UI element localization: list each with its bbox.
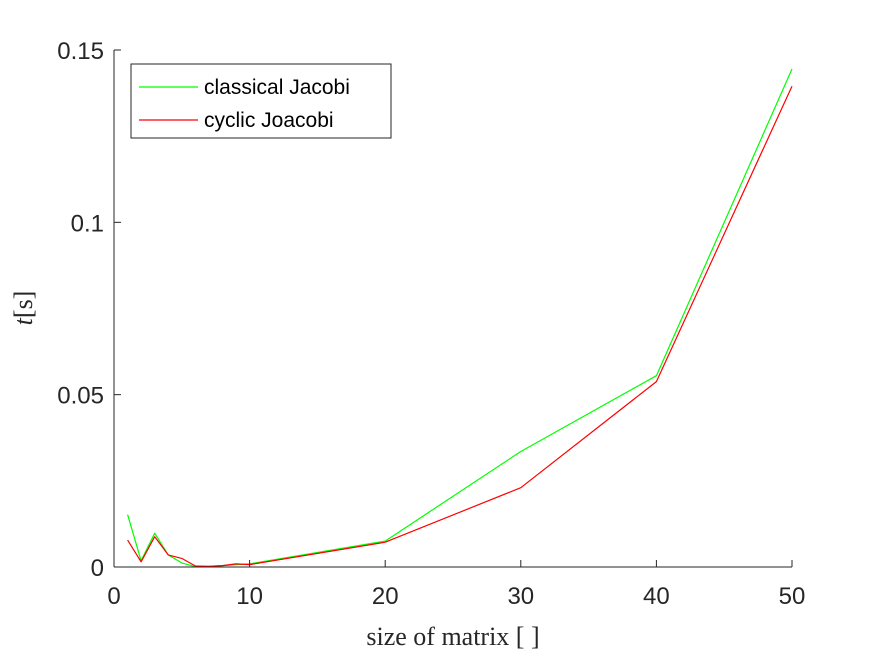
- series-layer: [127, 68, 793, 568]
- x-tick-label: 50: [779, 583, 806, 610]
- legend: classical Jacobi cyclic Joacobi: [130, 63, 392, 139]
- x-tick-label: 40: [643, 583, 670, 610]
- x-tick-label: 0: [107, 583, 120, 610]
- y-axis-label-unit: [s]: [9, 291, 38, 318]
- axes: [113, 49, 793, 568]
- x-axis-label: size of matrix [ ]: [366, 622, 539, 651]
- y-tick-label: 0.15: [57, 38, 104, 65]
- y-tick-label: 0: [91, 555, 104, 582]
- y-axis-label-variable: t: [9, 317, 38, 325]
- tick-labels: 0 10 20 30 40 50 0 0.05 0.1 0.15: [57, 38, 805, 610]
- series-line-cyclic-joacobi: [127, 85, 793, 567]
- series-line-classical-jacobi: [127, 68, 793, 568]
- y-axis-label: t[s]: [9, 291, 38, 326]
- y-tick-label: 0.1: [71, 210, 104, 237]
- y-tick-label: 0.05: [57, 383, 104, 410]
- x-tick-label: 30: [507, 583, 534, 610]
- x-tick-label: 20: [372, 583, 399, 610]
- svg-text:t[s]: t[s]: [9, 291, 38, 326]
- legend-label-cyclic-joacobi: cyclic Joacobi: [204, 109, 334, 132]
- legend-box: [130, 63, 392, 139]
- legend-label-classical-jacobi: classical Jacobi: [204, 76, 350, 99]
- x-tick-label: 10: [236, 583, 263, 610]
